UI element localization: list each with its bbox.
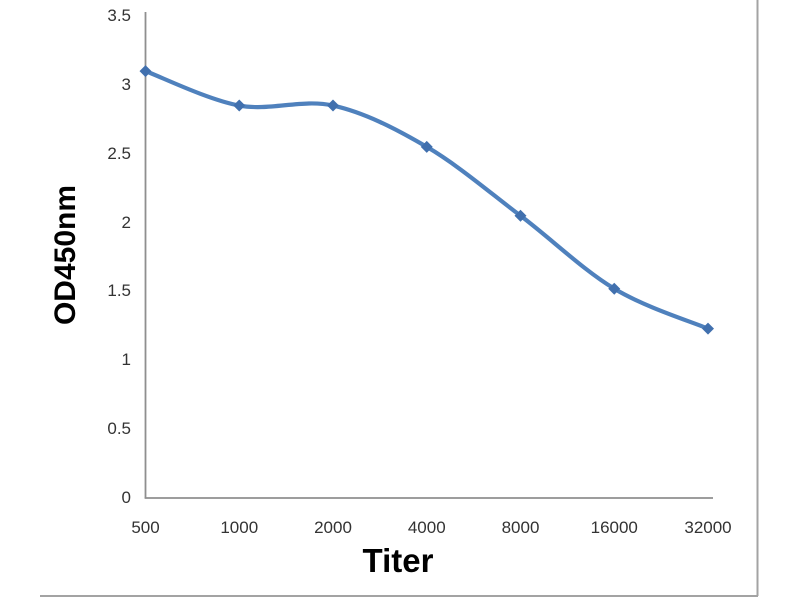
data-point-marker: [139, 65, 152, 78]
data-point-marker: [233, 99, 246, 112]
x-axis-title: Titer: [362, 542, 434, 579]
data-point-marker: [514, 209, 527, 222]
x-tick-label: 500: [131, 518, 160, 537]
x-tick-label: 8000: [501, 518, 540, 537]
data-point-marker: [608, 282, 621, 295]
y-tick-label: 2: [121, 212, 131, 232]
x-tick-label: 4000: [407, 518, 446, 537]
x-tick-label: 32000: [684, 518, 732, 537]
y-tick-label: 3.5: [107, 6, 131, 26]
data-point-marker: [420, 140, 433, 153]
x-tick-label: 2000: [314, 518, 352, 537]
data-point-marker: [702, 322, 714, 335]
data-point-marker: [327, 99, 339, 112]
y-tick-label: 0.5: [107, 419, 131, 439]
y-tick-label: 3: [121, 74, 131, 94]
x-tick-label: 16000: [590, 518, 638, 537]
y-tick-label: 1: [121, 350, 131, 370]
y-tick-label: 2.5: [107, 143, 131, 163]
y-tick-label: 1.5: [107, 281, 131, 301]
series-line: [143, 69, 711, 331]
x-tick-label: 1000: [220, 518, 259, 537]
y-axis-title: OD450nm: [49, 184, 82, 326]
y-tick-label: 0: [121, 488, 131, 507]
